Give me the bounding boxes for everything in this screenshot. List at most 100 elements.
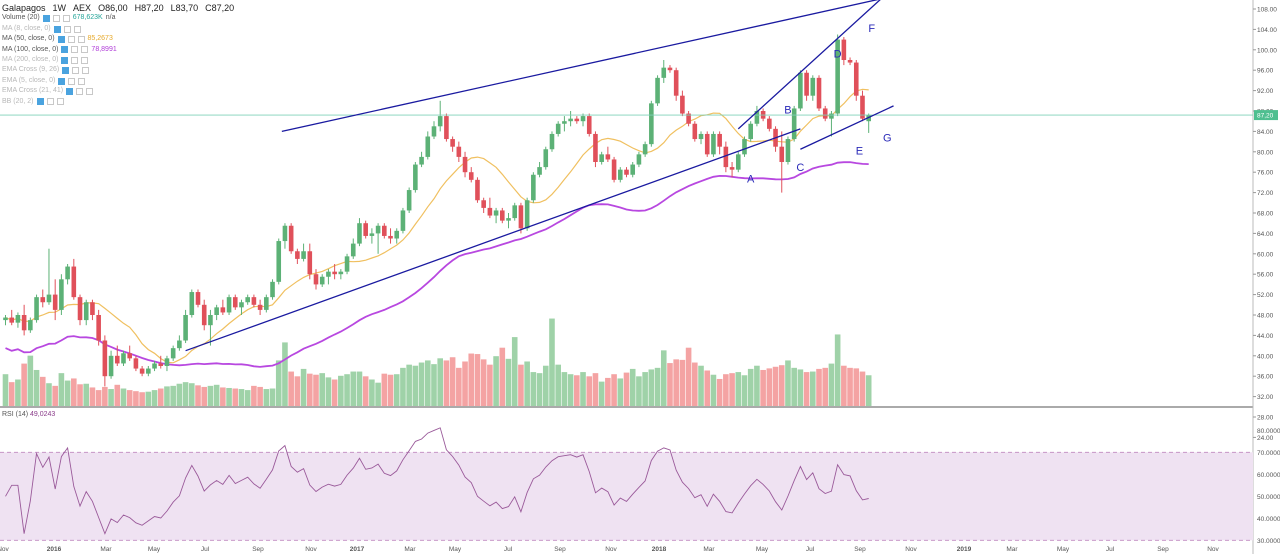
indicator-row[interactable]: BB (20, 2) — [2, 97, 238, 107]
indicator-row[interactable]: Volume (20) 678,623K n/a — [2, 13, 238, 23]
candle-body — [257, 304, 263, 310]
volume-bar — [232, 388, 239, 406]
candle-body — [413, 164, 418, 191]
indicator-row[interactable]: EMA Cross (21, 41) — [2, 86, 238, 96]
rsi-label[interactable]: RSI (14) — [2, 411, 29, 418]
indicator-label: BB (20, 2) — [2, 97, 34, 105]
indicator-row[interactable]: EMA Cross (9, 26) — [2, 65, 238, 75]
volume-bar — [511, 337, 518, 406]
candle-body — [798, 72, 803, 109]
candle-body — [114, 355, 120, 364]
volume-bar — [77, 384, 83, 406]
candle-body — [642, 144, 648, 155]
volume-bar — [58, 373, 65, 406]
eye-icon[interactable] — [62, 67, 70, 75]
candle-body — [537, 167, 542, 175]
interval-label[interactable]: 1W — [52, 3, 67, 13]
candle-body — [692, 123, 698, 140]
volume-bar — [207, 385, 214, 406]
volume-bar — [39, 376, 46, 406]
time-tick-label: 2018 — [652, 546, 667, 553]
volume-bar — [518, 364, 524, 406]
close-icon[interactable] — [78, 77, 86, 85]
indicator-label: EMA Cross (21, 41) — [2, 87, 64, 95]
gear-icon[interactable] — [71, 56, 79, 64]
indicator-row[interactable]: EMA (5, close, 0) — [2, 76, 238, 86]
ma100-line — [5, 161, 869, 368]
price-tick-label: 108.00 — [1257, 7, 1277, 14]
gear-icon[interactable] — [52, 15, 60, 23]
candle-body — [344, 256, 350, 272]
eye-icon[interactable] — [42, 15, 50, 23]
candle-body — [735, 154, 741, 170]
eye-icon[interactable] — [61, 56, 69, 64]
volume-bar — [2, 374, 9, 406]
volume-bar — [859, 371, 866, 406]
candle-body — [605, 154, 611, 160]
candle-body — [102, 340, 108, 377]
time-tick-label: Jul — [806, 546, 815, 553]
close-icon[interactable] — [73, 25, 81, 33]
close-icon[interactable] — [81, 56, 89, 64]
close-icon[interactable] — [82, 67, 90, 75]
volume-bar — [834, 334, 841, 406]
candle-body — [34, 297, 39, 321]
gear-icon[interactable] — [63, 25, 71, 33]
close-icon[interactable] — [62, 15, 70, 23]
candle-body — [717, 133, 722, 147]
time-tick-label: Jul — [504, 546, 513, 553]
volume-bar — [331, 379, 338, 406]
candle-body — [139, 368, 145, 374]
eye-icon[interactable] — [53, 25, 61, 33]
volume-bar — [549, 318, 555, 406]
volume-bar — [275, 360, 282, 406]
volume-bar — [723, 374, 729, 406]
indicator-row[interactable]: MA (200, close, 0) — [2, 55, 238, 65]
eye-icon[interactable] — [61, 46, 69, 54]
candle-body — [767, 118, 772, 129]
eye-icon[interactable] — [66, 87, 74, 95]
indicator-row[interactable]: MA (8, close, 0) — [2, 24, 238, 34]
gear-icon[interactable] — [72, 67, 80, 75]
price-tick-label: 32.00 — [1257, 394, 1274, 401]
close-icon[interactable] — [56, 98, 64, 106]
close-icon[interactable] — [77, 35, 85, 43]
volume-bar — [456, 367, 462, 406]
gear-icon[interactable] — [68, 77, 76, 85]
volume-bar — [754, 365, 760, 406]
volume-bar — [536, 373, 543, 406]
volume-bar — [586, 376, 593, 406]
volume-bar — [766, 368, 773, 406]
candle-body — [9, 317, 15, 323]
volume-bar — [685, 347, 692, 406]
candle-body — [481, 200, 486, 208]
symbol-name[interactable]: Galapagos — [2, 3, 46, 13]
gear-icon[interactable] — [67, 35, 75, 43]
volume-bar — [642, 372, 648, 406]
volume-bar — [114, 384, 121, 406]
candle-body — [704, 133, 710, 155]
close-icon[interactable] — [86, 87, 94, 95]
volume-bar — [667, 363, 673, 406]
volume-bar — [698, 365, 704, 406]
candle-body — [444, 116, 449, 140]
gear-icon[interactable] — [76, 87, 84, 95]
indicator-row[interactable]: MA (100, close, 0) 78,8991 — [2, 45, 238, 55]
time-tick-label: Sep — [252, 546, 264, 553]
eye-icon[interactable] — [57, 35, 65, 43]
eye-icon[interactable] — [58, 77, 66, 85]
candle-body — [77, 297, 83, 321]
eye-icon[interactable] — [36, 98, 44, 106]
wave-label: C — [796, 162, 804, 174]
close-icon[interactable] — [81, 46, 89, 54]
volume-bar — [598, 381, 605, 406]
volume-bar — [282, 342, 288, 406]
indicator-row[interactable]: MA (50, close, 0) 85,2673 — [2, 34, 238, 44]
time-tick-label: Jul — [1106, 546, 1115, 553]
volume-bar — [151, 390, 158, 406]
volume-bar — [443, 360, 450, 406]
gear-icon[interactable] — [46, 98, 54, 106]
gear-icon[interactable] — [71, 46, 79, 54]
candle-body — [177, 340, 182, 349]
